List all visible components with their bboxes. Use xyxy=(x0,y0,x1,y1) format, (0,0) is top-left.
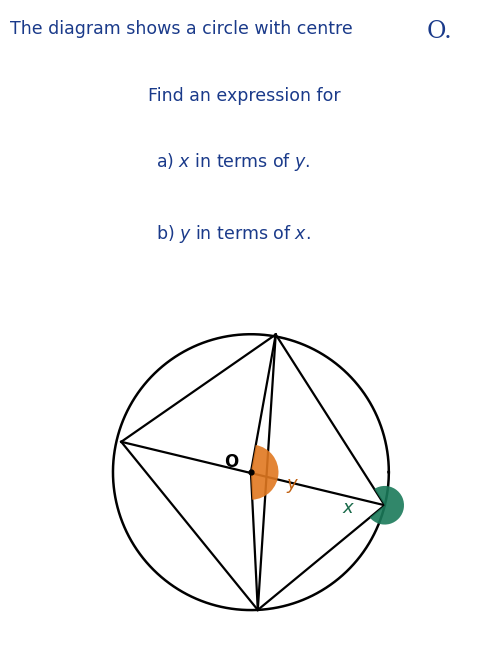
Wedge shape xyxy=(251,445,279,499)
Text: $x$: $x$ xyxy=(342,499,355,517)
Text: O: O xyxy=(224,454,239,471)
Text: O.: O. xyxy=(427,19,453,43)
Wedge shape xyxy=(370,486,404,525)
Text: b) $y$ in terms of $x$.: b) $y$ in terms of $x$. xyxy=(156,223,311,245)
Text: a) $x$ in terms of $y$.: a) $x$ in terms of $y$. xyxy=(156,151,310,173)
Text: The diagram shows a circle with centre: The diagram shows a circle with centre xyxy=(10,19,358,37)
Text: Find an expression for: Find an expression for xyxy=(148,86,340,104)
Text: $y$: $y$ xyxy=(285,477,299,495)
